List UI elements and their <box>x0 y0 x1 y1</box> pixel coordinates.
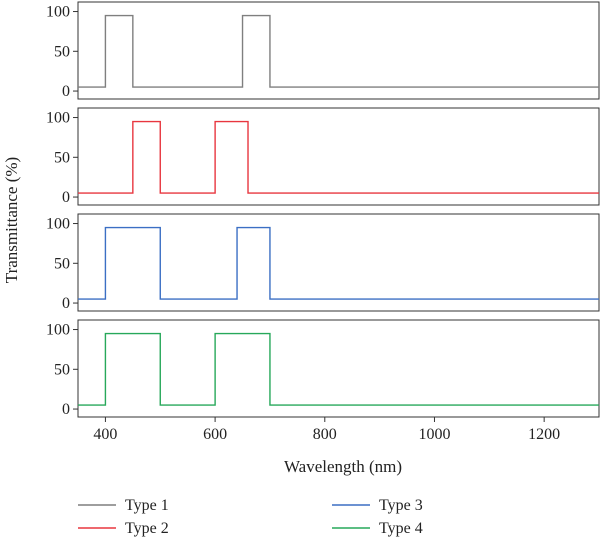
x-tick-label: 1200 <box>528 426 560 443</box>
series-line-type-3 <box>78 226 599 300</box>
y-tick-label: 100 <box>46 216 70 233</box>
series-line-type-1 <box>78 14 599 88</box>
legend-label: Type 2 <box>125 520 169 537</box>
legend-label: Type 4 <box>379 520 423 537</box>
y-tick-label: 50 <box>54 255 70 272</box>
panel-1: 0 50 100 <box>46 1 600 100</box>
legend-item-type-1: Type 1 <box>78 497 169 514</box>
panel-4: 0 50 100 <box>46 319 600 418</box>
panel-frame <box>77 213 600 312</box>
panel-2: 0 50 100 <box>46 107 600 206</box>
x-tick-label: 600 <box>203 426 227 443</box>
y-tick-label: 50 <box>54 361 70 378</box>
x-axis-title: Wavelength (nm) <box>284 457 402 476</box>
y-tick-label: 100 <box>46 4 70 21</box>
panel-frame <box>77 319 600 418</box>
y-tick-label: 50 <box>54 149 70 166</box>
x-tick-label: 800 <box>313 426 337 443</box>
series-line-type-2 <box>78 120 599 194</box>
panel-3: 0 50 100 <box>46 213 600 312</box>
y-tick-label: 0 <box>62 401 70 418</box>
y-tick-label: 50 <box>54 43 70 60</box>
legend-item-type-3: Type 3 <box>332 497 423 514</box>
y-tick-label: 0 <box>62 189 70 206</box>
y-tick-label: 100 <box>46 322 70 339</box>
panel-frame <box>77 1 600 100</box>
legend-item-type-4: Type 4 <box>332 520 423 537</box>
y-tick-label: 0 <box>62 83 70 100</box>
legend-label: Type 3 <box>379 497 423 514</box>
legend-item-type-2: Type 2 <box>78 520 169 537</box>
y-axis-title: Transmittance (%) <box>2 157 21 283</box>
series-line-type-4 <box>78 332 599 406</box>
x-tick-label: 1000 <box>418 426 450 443</box>
legend-label: Type 1 <box>125 497 169 514</box>
y-tick-label: 0 <box>62 295 70 312</box>
y-tick-label: 100 <box>46 110 70 127</box>
x-tick-label: 400 <box>93 426 117 443</box>
panel-frame <box>77 107 600 206</box>
